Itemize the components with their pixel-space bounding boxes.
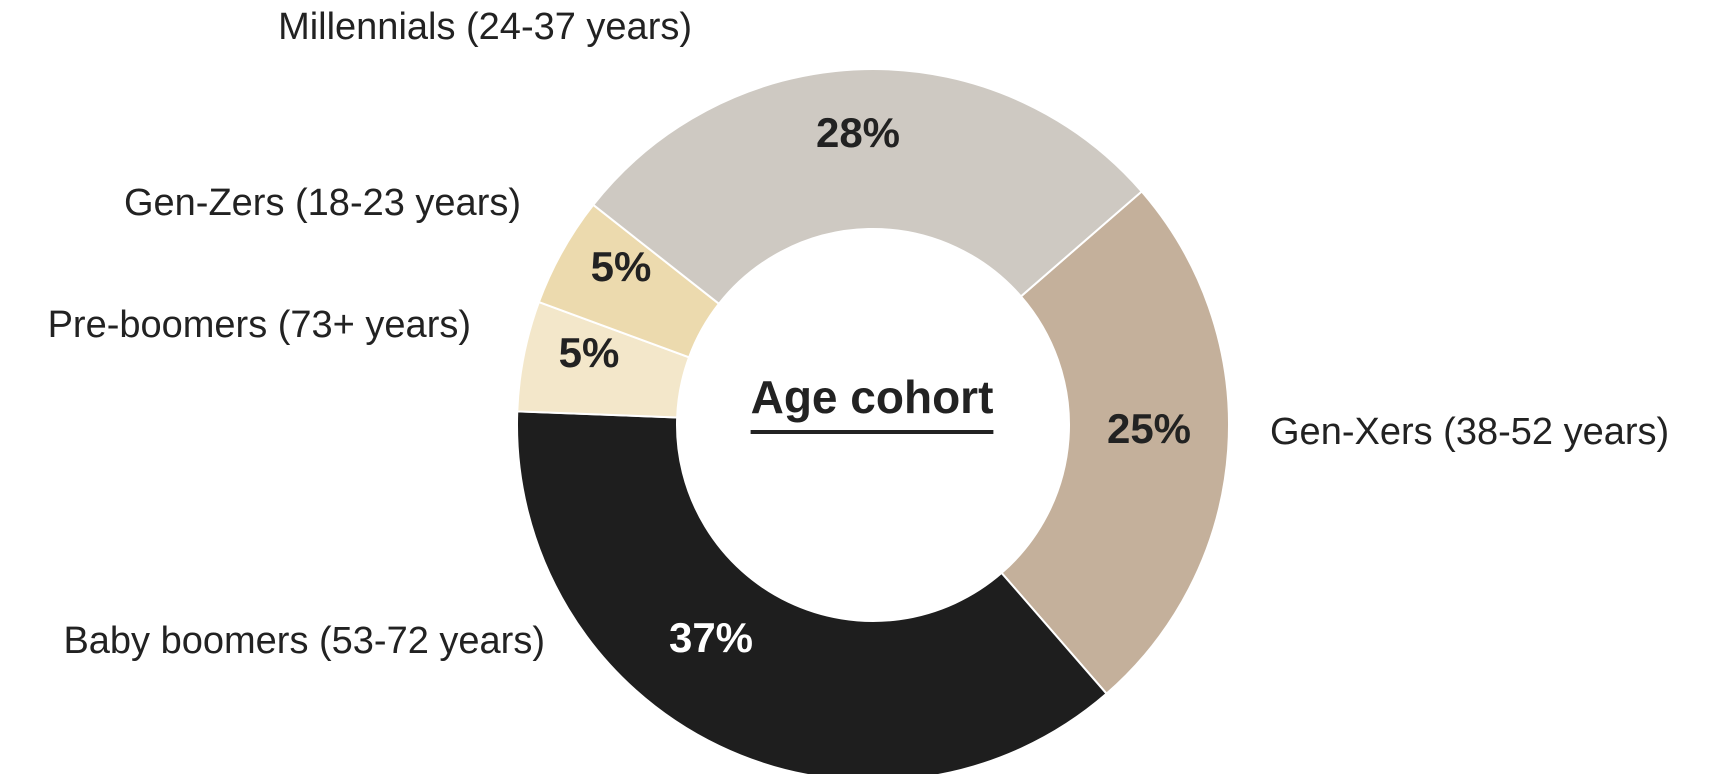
value-label: 5% <box>591 243 652 290</box>
donut-slice <box>591 68 1144 306</box>
value-label: 5% <box>559 329 620 376</box>
donut-slice <box>1000 190 1230 696</box>
category-label: Gen-Zers (18-23 years) <box>124 182 521 224</box>
value-label: 28% <box>816 109 900 156</box>
value-label: 25% <box>1107 405 1191 452</box>
category-label: Millennials (24-37 years) <box>278 6 692 48</box>
donut-slice <box>516 410 1108 774</box>
category-label: Baby boomers (53-72 years) <box>63 620 545 662</box>
category-label: Pre-boomers (73+ years) <box>48 304 471 346</box>
category-label: Gen-Xers (38-52 years) <box>1270 411 1669 453</box>
chart-title: Age cohort <box>751 371 994 423</box>
value-label: 37% <box>669 614 753 661</box>
